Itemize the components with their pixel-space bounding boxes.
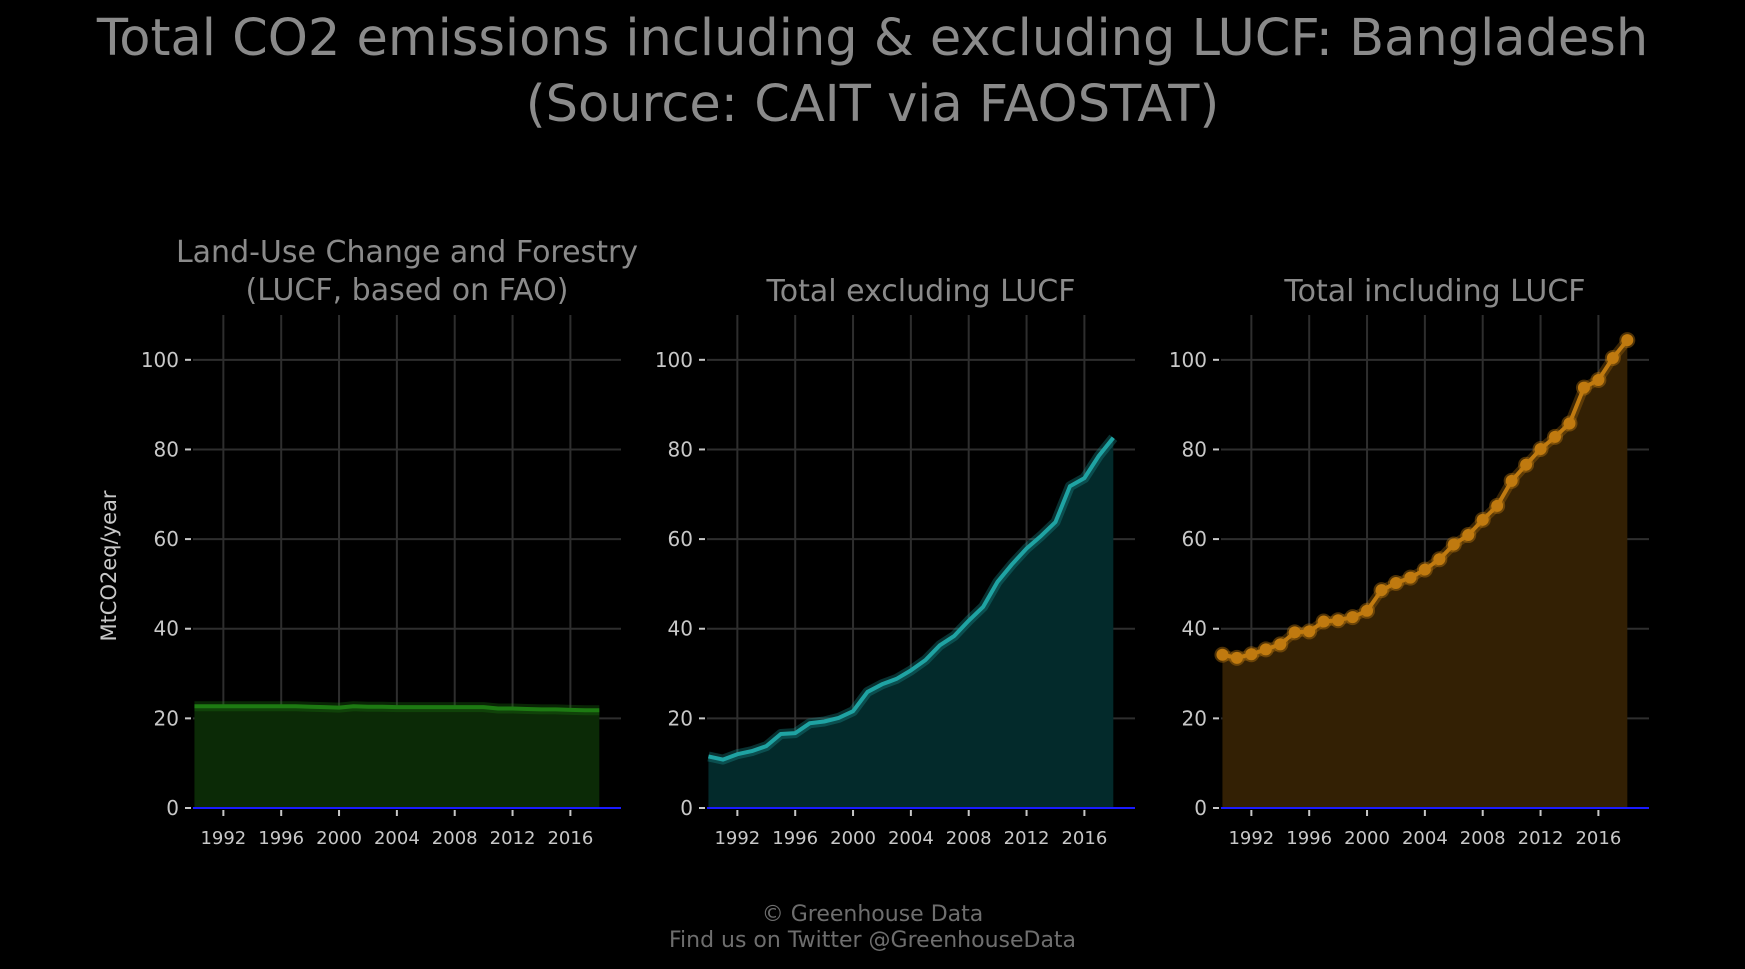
x-tick-label: 2012 <box>1004 828 1050 849</box>
footer-copyright: © Greenhouse Data <box>761 902 984 927</box>
data-point <box>1373 582 1390 599</box>
y-tick-label: 100 <box>1169 348 1207 372</box>
data-point <box>1243 646 1260 663</box>
data-point <box>1272 636 1289 653</box>
y-tick-label: 0 <box>680 796 693 820</box>
data-point <box>1214 646 1231 663</box>
data-point <box>1286 624 1303 641</box>
y-tick-label: 40 <box>154 617 179 641</box>
data-point <box>1445 536 1462 553</box>
x-tick-label: 1996 <box>258 828 304 849</box>
data-point <box>1619 332 1636 349</box>
y-tick-label: 80 <box>1182 437 1207 461</box>
y-tick-label: 20 <box>1182 706 1207 730</box>
panel-title-line: Total including LUCF <box>1283 274 1585 309</box>
series-line <box>194 704 600 713</box>
x-tick-label: 2004 <box>374 828 420 849</box>
data-point <box>1344 609 1361 626</box>
data-point <box>1402 569 1419 586</box>
data-point <box>1431 551 1448 568</box>
chart-title-line-1: Total CO2 emissions including & excludin… <box>96 9 1649 68</box>
data-point <box>1532 441 1549 458</box>
x-tick-label: 2000 <box>830 828 876 849</box>
panel-title-line: Land-Use Change and Forestry <box>176 235 638 270</box>
x-tick-label: 1992 <box>714 828 760 849</box>
data-point <box>1257 641 1274 658</box>
y-tick-label: 60 <box>1182 527 1207 551</box>
x-tick-label: 2008 <box>1460 828 1506 849</box>
data-point <box>1460 527 1477 544</box>
data-point <box>1561 415 1578 432</box>
x-tick-label: 2012 <box>490 828 536 849</box>
data-point <box>1301 623 1318 640</box>
y-axis-label: MtCO2eq/year <box>97 490 121 641</box>
x-tick-label: 2008 <box>432 828 478 849</box>
x-tick-label: 2008 <box>946 828 992 849</box>
x-tick-label: 2012 <box>1518 828 1564 849</box>
y-tick-label: 40 <box>1182 617 1207 641</box>
panel-2: 0 20 40 60 80 100 1992 1996 2000 2004 2008 2012 2016… <box>655 274 1135 849</box>
y-tick-label: 80 <box>154 437 179 461</box>
panel-1: 0 20 40 60 80 100 1992 1996 2000 2004 2008 2012 2016… <box>141 235 638 849</box>
series-area <box>194 706 600 808</box>
x-tick-label: 2016 <box>547 828 593 849</box>
y-tick-label: 60 <box>668 527 693 551</box>
x-tick-label: 2016 <box>1061 828 1107 849</box>
x-tick-label: 2000 <box>316 828 362 849</box>
x-tick-label: 2004 <box>888 828 934 849</box>
data-point <box>1474 511 1491 528</box>
x-tick-label: 1996 <box>1286 828 1332 849</box>
data-point <box>1416 561 1433 578</box>
data-point <box>1604 350 1621 367</box>
data-point <box>1590 371 1607 388</box>
data-point <box>1489 497 1506 514</box>
data-point <box>1503 472 1520 489</box>
x-tick-label: 2000 <box>1344 828 1390 849</box>
y-tick-label: 60 <box>154 527 179 551</box>
panel-title-line: (LUCF, based on FAO) <box>246 273 569 308</box>
y-tick-label: 100 <box>141 348 179 372</box>
y-tick-label: 100 <box>655 348 693 372</box>
chart-main-title: Total CO2 emissions including & excludin… <box>0 6 1745 138</box>
y-tick-label: 20 <box>154 706 179 730</box>
x-tick-label: 1992 <box>1228 828 1274 849</box>
data-point <box>1315 613 1332 630</box>
footer-twitter: Find us on Twitter @GreenhouseData <box>668 928 1077 953</box>
panel-title-line: Total excluding LUCF <box>766 274 1076 309</box>
data-point <box>1330 612 1347 629</box>
x-tick-label: 1992 <box>200 828 246 849</box>
data-point <box>1575 379 1592 396</box>
data-point <box>1387 575 1404 592</box>
series-area <box>708 437 1114 808</box>
series-line <box>708 436 1115 762</box>
x-tick-label: 1996 <box>772 828 818 849</box>
y-tick-label: 40 <box>668 617 693 641</box>
y-tick-label: 0 <box>166 796 179 820</box>
y-tick-label: 80 <box>668 437 693 461</box>
data-point <box>1547 428 1564 445</box>
data-point <box>1518 456 1535 473</box>
x-tick-label: 2004 <box>1402 828 1448 849</box>
y-tick-label: 0 <box>1194 796 1207 820</box>
footer-credits: © Greenhouse Data Find us on Twitter @Gr… <box>0 902 1745 954</box>
chart-title-line-2: (Source: CAIT via FAOSTAT) <box>525 75 1220 134</box>
panel-3: 0 20 40 60 80 100 1992 1996 2000 2004 2008 2012 2016… <box>1169 274 1649 849</box>
x-tick-label: 2016 <box>1575 828 1621 849</box>
y-tick-label: 20 <box>668 706 693 730</box>
data-point <box>1228 649 1245 666</box>
data-point <box>1359 602 1376 619</box>
